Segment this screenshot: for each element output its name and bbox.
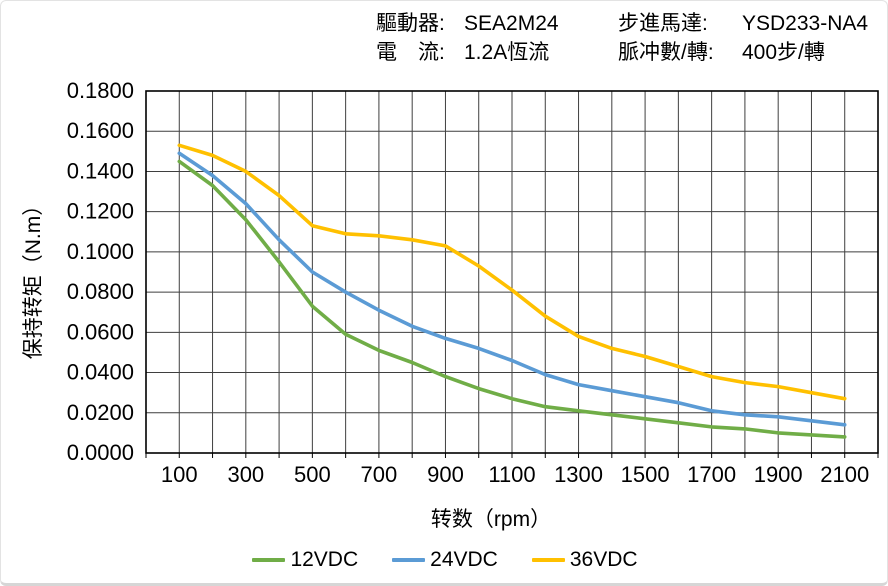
y-tick-label: 0.0000	[67, 440, 134, 465]
driver-row: 驅動器: SEA2M24	[376, 9, 559, 38]
x-tick-label: 1300	[554, 462, 603, 487]
legend-item-12VDC: 12VDC	[252, 548, 358, 572]
legend-swatch-36VDC	[531, 558, 565, 562]
header-right-column: 步進馬達: YSD233-NA4 脈冲數/轉: 400步/轉	[618, 9, 868, 67]
legend-label-36VDC: 36VDC	[569, 548, 638, 571]
current-row: 電 流: 1.2A恆流	[376, 38, 559, 67]
current-label: 電 流:	[376, 41, 445, 64]
x-tick-label: 1900	[754, 462, 803, 487]
series-line-36VDC	[177, 143, 847, 401]
y-tick-label: 0.0200	[67, 400, 134, 425]
x-tick-label: 1500	[621, 462, 670, 487]
x-tick-label: 300	[227, 462, 264, 487]
x-tick-label: 1700	[687, 462, 736, 487]
x-tick-label: 1100	[488, 462, 535, 487]
x-tick-label: 500	[294, 462, 331, 487]
pulses-label: 脈冲數/轉:	[618, 41, 714, 64]
y-tick-label: 0.0800	[67, 279, 134, 304]
plot-border	[145, 90, 879, 454]
legend-swatch-24VDC	[392, 558, 426, 562]
driver-label: 驅動器:	[376, 12, 445, 35]
legend-label-24VDC: 24VDC	[430, 548, 498, 571]
legend-swatch-12VDC	[252, 558, 286, 562]
chart-legend: 12VDC 24VDC 36VDC	[1, 545, 887, 575]
pulses-value: 400步/轉	[742, 41, 825, 64]
y-tick-label: 0.1800	[67, 78, 134, 103]
y-tick-label: 0.0600	[67, 319, 134, 344]
x-tick-label: 100	[161, 462, 198, 487]
y-tick-label: 0.1400	[67, 158, 134, 183]
current-value: 1.2A恆流	[464, 41, 550, 64]
driver-value: SEA2M24	[464, 12, 559, 35]
y-tick-label: 0.1600	[67, 118, 134, 143]
x-tick-label: 900	[427, 462, 464, 487]
y-tick-label: 0.0400	[67, 360, 134, 385]
series-line-24VDC	[177, 151, 847, 427]
header-left-column: 驅動器: SEA2M24 電 流: 1.2A恆流	[376, 9, 559, 67]
x-tick-label: 2100	[820, 462, 869, 487]
motor-value: YSD233-NA4	[742, 12, 869, 35]
y-tick-label: 0.1000	[67, 239, 134, 264]
y-tick-label: 0.1200	[67, 199, 134, 224]
x-axis-title: 转数（rpm）	[430, 508, 552, 531]
pulses-row: 脈冲數/轉: 400步/轉	[618, 38, 868, 67]
motor-row: 步進馬達: YSD233-NA4	[618, 9, 868, 38]
motor-label: 步進馬達:	[618, 12, 708, 35]
legend-item-36VDC: 36VDC	[531, 548, 638, 572]
legend-item-24VDC: 24VDC	[392, 548, 498, 572]
y-axis-title: 保持转矩（N.m）	[22, 194, 45, 360]
x-tick-label: 700	[361, 462, 398, 487]
series-line-12VDC	[177, 159, 847, 439]
legend-label-12VDC: 12VDC	[290, 548, 359, 571]
